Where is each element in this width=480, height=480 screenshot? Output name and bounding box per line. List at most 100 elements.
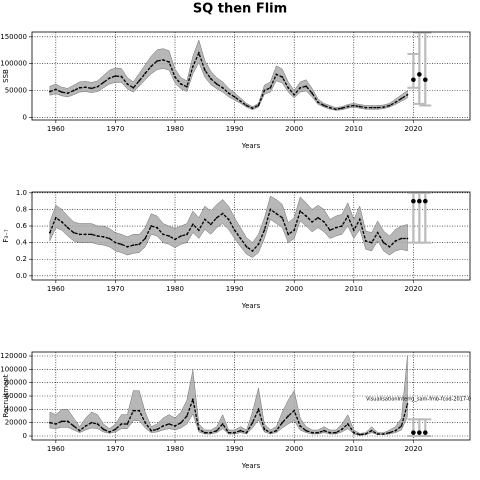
point [263,89,266,92]
x-tick-label: 1960 [47,125,65,133]
y-tick-label: 1.0 [16,189,27,197]
figure-title: SQ then Flim [193,2,287,17]
point [275,429,278,432]
x-tick-label: 1970 [107,125,125,133]
x-tick-label: 1970 [107,445,125,453]
point [78,429,81,432]
point [120,243,123,246]
point [245,245,248,248]
point [394,240,397,242]
point [239,237,242,240]
y-tick-label: 0 [23,113,27,121]
point [281,76,284,78]
point [281,421,284,424]
point [138,243,141,246]
projection-point [417,72,422,77]
y-tick-label: 40000 [5,405,27,413]
projection-point [411,430,416,435]
point [323,104,325,107]
x-axis-label: Years [241,142,261,150]
point [221,423,224,425]
point [215,83,218,85]
point [299,425,302,427]
point [388,431,391,434]
point [376,106,379,109]
y-tick-label: 0.2 [16,255,27,263]
point [126,83,129,85]
point [54,216,57,219]
x-tick-label: 2010 [345,125,363,133]
y-tick-label: 0.8 [16,205,27,213]
x-axis-label: Years [241,302,261,310]
point [358,433,361,436]
point [233,431,236,434]
point [394,101,397,104]
y-tick-label: 100000 [0,365,27,373]
point [162,59,165,61]
point [186,233,188,236]
point [90,233,93,236]
point [239,429,242,432]
point [186,85,188,88]
projection-point [411,77,416,83]
point [346,105,349,108]
point [376,433,379,435]
point [191,223,194,226]
point [370,106,373,109]
point [168,61,170,63]
y-axis-label: SSB [2,69,10,83]
point [263,229,266,232]
point [132,86,135,89]
point [275,212,278,215]
point [346,423,349,425]
point [180,235,182,237]
point [114,428,117,431]
point [60,91,63,93]
point [370,429,373,432]
point [251,107,254,110]
axes-frame [31,351,471,441]
point [311,220,313,223]
point [191,65,194,68]
point [364,433,367,435]
point [406,403,409,405]
point [84,86,87,89]
point [352,104,355,107]
point [138,79,141,82]
point [84,425,87,427]
point [138,409,141,412]
point [66,420,69,423]
point [406,93,409,96]
point [329,431,331,434]
point [358,105,361,108]
point [114,241,117,244]
panel: 1960 1970 1980 1990 2000 2010 2020 0.0 0.2 0.4 0.6… [2,189,471,310]
x-tick-label: 2010 [345,445,363,453]
point [209,223,212,226]
point [376,231,379,234]
point [96,423,99,425]
point [305,429,308,432]
projection-point [423,430,428,435]
point [227,218,230,221]
point [251,250,254,252]
point [227,431,230,434]
point [102,81,105,84]
point [180,421,182,424]
point [120,423,123,425]
point [364,240,367,242]
x-tick-label: 2000 [285,445,303,453]
point [96,235,99,237]
x-tick-label: 1990 [226,445,244,453]
point [340,107,343,110]
point [352,431,355,434]
point [364,106,367,109]
point [358,218,361,221]
point [209,77,212,80]
point [329,106,331,109]
y-axis-label: Recruitment [2,374,10,417]
x-tick-label: 2020 [404,125,422,133]
point [102,428,105,431]
point [221,212,224,215]
point [400,97,403,100]
